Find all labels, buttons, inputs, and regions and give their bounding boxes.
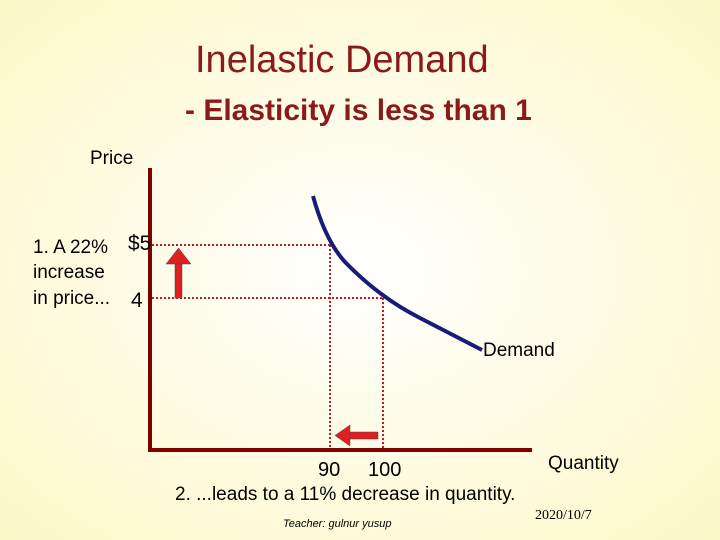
date: 2020/10/7 — [535, 508, 592, 523]
left-arrow — [334, 424, 379, 447]
teacher: Teacher: gulnur yusup — [283, 518, 391, 530]
up-arrow — [165, 247, 192, 299]
quantity-high: 100 — [368, 459, 401, 481]
price-note: 1. A 22% — [33, 237, 108, 258]
title: Inelastic Demand — [195, 39, 489, 81]
demand-curve — [311, 195, 483, 352]
curve-label: Demand — [483, 340, 555, 361]
price-high: $5 — [128, 232, 151, 255]
x-axis-label: Quantity — [548, 453, 619, 474]
price-note: in price... — [33, 288, 110, 309]
y-axis-label: Price — [90, 148, 133, 169]
quantity-note: 2. ...leads to a 11% decrease in quantit… — [175, 484, 515, 505]
price-low: 4 — [131, 289, 143, 312]
quantity-low: 90 — [318, 459, 340, 481]
guide-lines — [152, 244, 384, 448]
price-note: increase — [33, 262, 105, 283]
subtitle: - Elasticity is less than 1 — [185, 94, 532, 127]
